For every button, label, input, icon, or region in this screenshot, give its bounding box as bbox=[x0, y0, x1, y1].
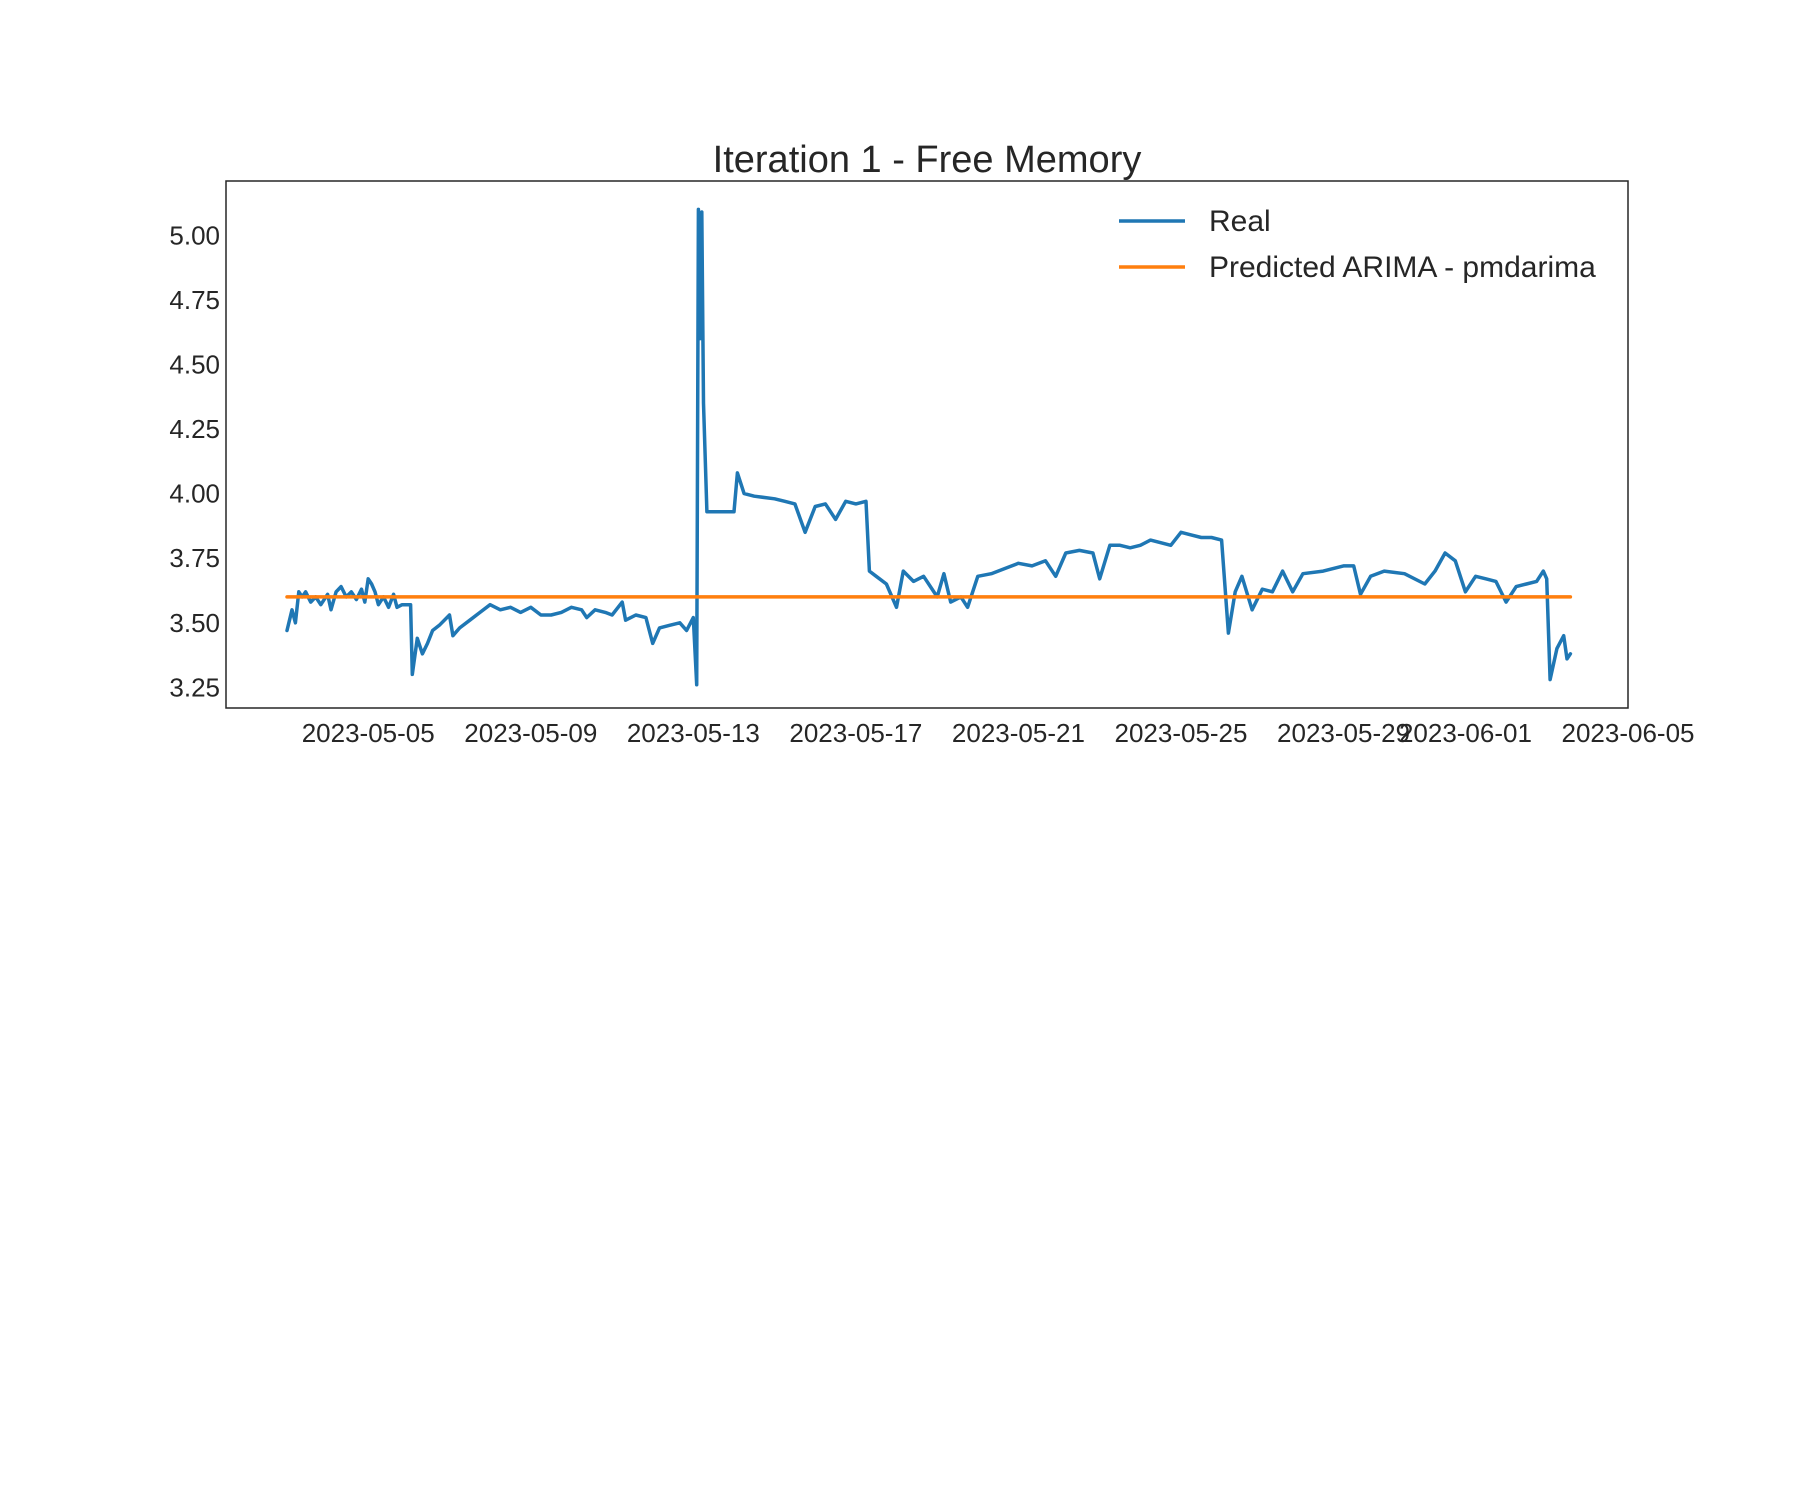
y-tick-label: 4.00 bbox=[169, 479, 220, 509]
plot-area: 3.25 3.50 3.75 4.00 4.25 4.50 4.75 5.00 2023-05-… bbox=[169, 180, 1695, 748]
y-tick-label: 3.25 bbox=[169, 672, 220, 702]
x-tick-label: 2023-06-01 bbox=[1399, 718, 1532, 748]
y-tick-label: 4.75 bbox=[169, 285, 220, 315]
x-tick-label: 2023-05-25 bbox=[1114, 718, 1247, 748]
y-tick-label: 3.50 bbox=[169, 608, 220, 638]
legend-label-0: Real bbox=[1209, 205, 1271, 238]
x-tick-label: 2023-05-29 bbox=[1277, 718, 1410, 748]
axes-frame bbox=[225, 180, 1629, 709]
chart-title: Iteration 1 - Free Memory bbox=[713, 139, 1142, 181]
y-tick-label: 4.50 bbox=[169, 349, 220, 379]
x-tick-label: 2023-05-09 bbox=[464, 718, 597, 748]
x-tick-label: 2023-05-05 bbox=[302, 718, 435, 748]
series-line-0 bbox=[285, 207, 1573, 687]
x-tick-label: 2023-06-05 bbox=[1562, 718, 1695, 748]
x-tick-label: 2023-05-13 bbox=[627, 718, 760, 748]
y-tick-label: 5.00 bbox=[169, 220, 220, 250]
x-tick-label: 2023-05-17 bbox=[789, 718, 922, 748]
y-tick-label: 3.75 bbox=[169, 543, 220, 573]
y-tick-label: 4.25 bbox=[169, 414, 220, 444]
legend-label-1: Predicted ARIMA - pmdarima bbox=[1209, 251, 1596, 284]
legend: Real Predicted ARIMA - pmdarima bbox=[1119, 205, 1596, 284]
x-tick-label: 2023-05-21 bbox=[952, 718, 1085, 748]
